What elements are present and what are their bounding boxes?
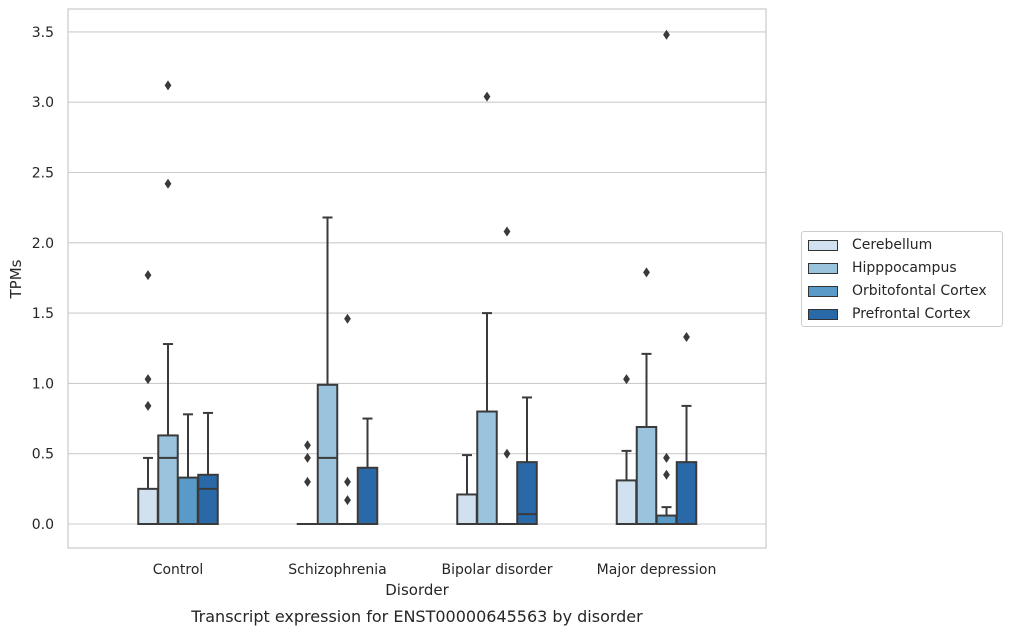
box-iqr (198, 475, 218, 524)
y-tick-label: 3.0 (32, 95, 54, 111)
legend: Cerebellum Hipppocampus Orbitofontal Cor… (801, 231, 1003, 327)
legend-item-orbitofrontal-cortex: Orbitofontal Cortex (808, 281, 987, 301)
y-axis-label: TPMs (7, 259, 25, 299)
y-tick-label: 3.5 (32, 25, 54, 41)
x-tick-label: Bipolar disorder (441, 562, 552, 578)
y-tick-label: 0.5 (32, 447, 54, 463)
legend-item-hippocampus: Hipppocampus (808, 258, 957, 278)
box-iqr (617, 480, 637, 524)
y-tick-label: 2.5 (32, 166, 54, 182)
box-iqr (158, 435, 178, 524)
y-tick-label: 0.0 (32, 517, 54, 533)
x-tick-label: Control (153, 562, 204, 578)
legend-swatch (808, 240, 838, 251)
x-axis-label: Disorder (385, 581, 449, 599)
box-iqr (318, 385, 338, 524)
box-iqr (677, 462, 697, 524)
box-iqr (657, 516, 677, 524)
box-iqr (457, 494, 477, 524)
x-tick-label: Schizophrenia (288, 562, 386, 578)
legend-swatch (808, 286, 838, 297)
box-iqr (138, 489, 158, 524)
box-iqr (637, 427, 657, 524)
y-tick-label: 2.0 (32, 236, 54, 252)
y-tick-labels: 0.0 0.5 1.0 1.5 2.0 2.5 3.0 3.5 (32, 25, 54, 533)
y-tick-label: 1.5 (32, 306, 54, 322)
legend-label: Orbitofontal Cortex (852, 283, 987, 299)
legend-label: Prefrontal Cortex (852, 306, 971, 322)
x-tick-label: Major depression (597, 562, 717, 578)
box-iqr (477, 412, 497, 524)
legend-label: Cerebellum (852, 237, 932, 253)
legend-item-cerebellum: Cerebellum (808, 235, 932, 255)
y-tick-label: 1.0 (32, 376, 54, 392)
box-iqr (358, 468, 378, 524)
legend-label: Hipppocampus (852, 260, 957, 276)
legend-swatch (808, 309, 838, 320)
legend-swatch (808, 263, 838, 274)
box-iqr (178, 478, 198, 524)
legend-item-prefrontal-cortex: Prefrontal Cortex (808, 304, 971, 324)
chart-title: Transcript expression for ENST0000064556… (190, 607, 643, 626)
x-tick-labels: Control Schizophrenia Bipolar disorder Majo… (153, 562, 717, 578)
